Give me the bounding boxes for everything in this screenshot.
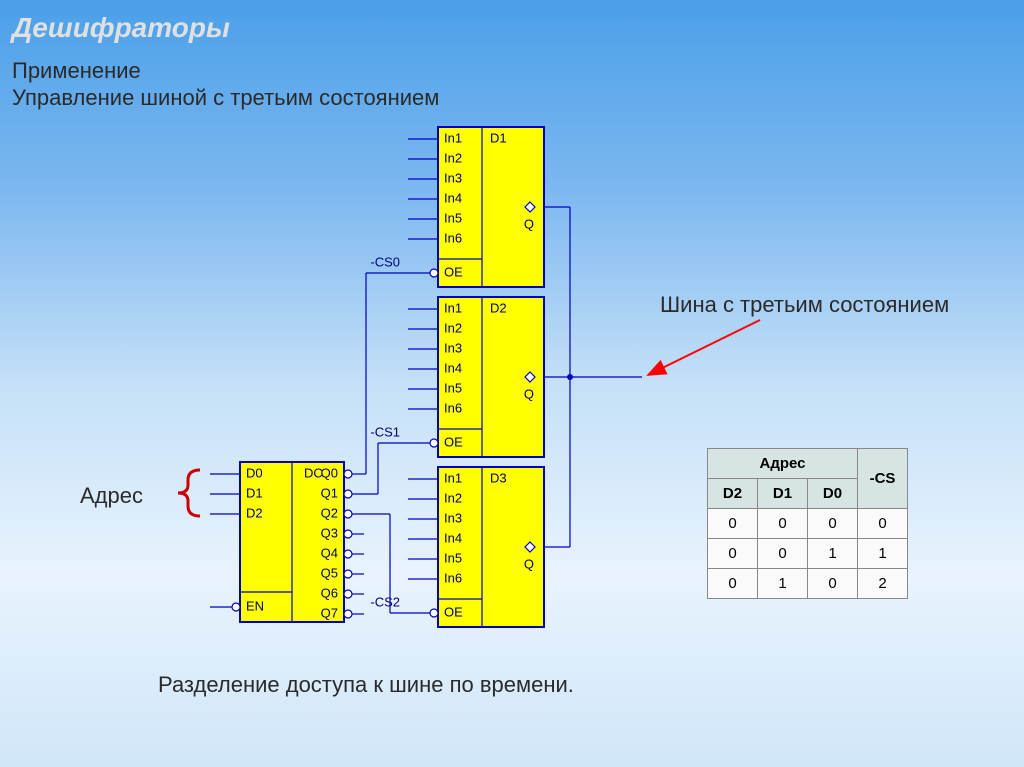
svg-text:Q5: Q5 — [321, 565, 338, 580]
table-cell: 1 — [808, 539, 858, 569]
svg-text:Q7: Q7 — [321, 605, 338, 620]
table-cell: 1 — [758, 569, 808, 599]
svg-text:D0: D0 — [246, 465, 263, 480]
svg-text:-CS1: -CS1 — [370, 424, 400, 439]
table-row: 0102 — [708, 569, 908, 599]
svg-text:EN: EN — [246, 598, 264, 613]
svg-text:Q4: Q4 — [321, 545, 338, 560]
table-cell: 2 — [858, 569, 908, 599]
svg-text:In2: In2 — [444, 150, 462, 165]
svg-text:In2: In2 — [444, 490, 462, 505]
svg-text:In3: In3 — [444, 510, 462, 525]
svg-text:-CS0: -CS0 — [370, 254, 400, 269]
th-address: Адрес — [708, 449, 858, 479]
svg-text:In4: In4 — [444, 360, 462, 375]
svg-text:-CS2: -CS2 — [370, 594, 400, 609]
th-col: D0 — [808, 479, 858, 509]
svg-text:D1: D1 — [490, 130, 507, 145]
svg-text:OE: OE — [444, 264, 463, 279]
svg-text:In6: In6 — [444, 230, 462, 245]
table-cell: 0 — [808, 509, 858, 539]
table-row: 0011 — [708, 539, 908, 569]
svg-text:Q: Q — [524, 216, 534, 231]
table-cell: 0 — [808, 569, 858, 599]
th-cs: -CS — [858, 449, 908, 509]
table-cell: 0 — [708, 509, 758, 539]
svg-text:Q: Q — [524, 386, 534, 401]
table-row: 0000 — [708, 509, 908, 539]
svg-text:In6: In6 — [444, 570, 462, 585]
svg-text:In5: In5 — [444, 380, 462, 395]
svg-text:D2: D2 — [490, 300, 507, 315]
svg-text:In4: In4 — [444, 530, 462, 545]
svg-text:D1: D1 — [246, 485, 263, 500]
svg-text:D3: D3 — [490, 470, 507, 485]
svg-text:In3: In3 — [444, 340, 462, 355]
table-cell: 0 — [708, 539, 758, 569]
table-cell: 1 — [858, 539, 908, 569]
svg-text:In1: In1 — [444, 130, 462, 145]
svg-text:Q0: Q0 — [321, 465, 338, 480]
circuit-diagram: DCD0D1D2ENQ0Q1Q2Q3Q4Q5Q6Q7D1In1In2In3In4… — [0, 0, 1024, 767]
svg-text:In5: In5 — [444, 210, 462, 225]
svg-text:Q3: Q3 — [321, 525, 338, 540]
svg-text:In5: In5 — [444, 550, 462, 565]
table-cell: 0 — [858, 509, 908, 539]
svg-text:In2: In2 — [444, 320, 462, 335]
svg-text:Q6: Q6 — [321, 585, 338, 600]
table-cell: 0 — [708, 569, 758, 599]
th-col: D1 — [758, 479, 808, 509]
svg-text:In1: In1 — [444, 300, 462, 315]
svg-text:Q2: Q2 — [321, 505, 338, 520]
table-cell: 0 — [758, 539, 808, 569]
svg-text:D2: D2 — [246, 505, 263, 520]
svg-text:OE: OE — [444, 434, 463, 449]
svg-text:OE: OE — [444, 604, 463, 619]
svg-text:In6: In6 — [444, 400, 462, 415]
truth-table: Адрес -CS D2D1D0 000000110102 — [707, 448, 908, 599]
svg-text:In1: In1 — [444, 470, 462, 485]
svg-text:Q1: Q1 — [321, 485, 338, 500]
th-col: D2 — [708, 479, 758, 509]
svg-text:In3: In3 — [444, 170, 462, 185]
table-cell: 0 — [758, 509, 808, 539]
svg-text:In4: In4 — [444, 190, 462, 205]
svg-text:Q: Q — [524, 556, 534, 571]
